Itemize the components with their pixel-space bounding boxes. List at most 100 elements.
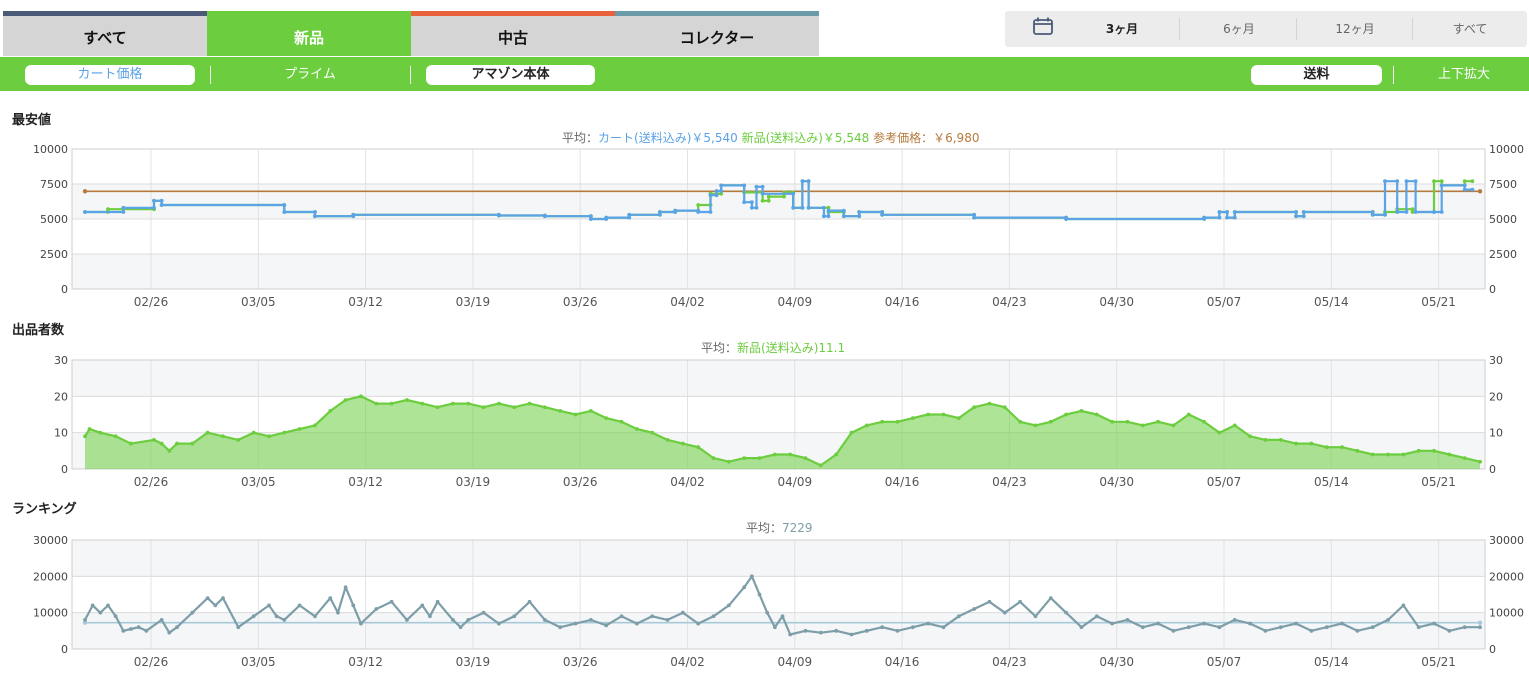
data-point [527, 599, 532, 604]
data-point [1383, 212, 1387, 217]
tab-used[interactable]: 中古 [411, 11, 615, 56]
tab-new[interactable]: 新品 [207, 11, 411, 56]
amazon-toggle[interactable]: アマゾン本体 [426, 65, 595, 85]
data-point [374, 607, 379, 611]
data-point [711, 614, 716, 619]
data-point [159, 198, 164, 203]
data-point [1140, 423, 1145, 428]
data-point [1395, 179, 1400, 184]
shipping-toggle[interactable]: 送料 [1251, 65, 1382, 85]
range-all[interactable]: すべて [1452, 22, 1488, 36]
x-tick-label: 04/23 [992, 655, 1027, 669]
data-point [849, 430, 854, 435]
data-point [328, 408, 333, 413]
x-tick-label: 04/02 [670, 295, 705, 309]
data-point [1370, 625, 1375, 630]
data-point [405, 398, 409, 402]
data-point [1432, 621, 1436, 626]
data-point [1404, 210, 1409, 214]
range-3-months[interactable]: 3ヶ月 [1105, 22, 1139, 36]
data-point [588, 618, 593, 622]
data-point [910, 416, 915, 421]
x-tick-label: 04/16 [885, 475, 920, 489]
x-tick-label: 03/19 [456, 655, 491, 669]
data-point [1447, 452, 1452, 457]
data-point [1355, 448, 1360, 453]
data-point [1462, 456, 1467, 460]
data-point [826, 205, 831, 210]
data-point [726, 459, 731, 464]
data-point [680, 441, 685, 446]
data-point [1413, 179, 1418, 184]
data-point [665, 618, 670, 622]
series-line [84, 575, 1480, 636]
data-point [1478, 459, 1482, 464]
plot-band [72, 540, 1485, 577]
range-6-months[interactable]: 6ヶ月 [1223, 22, 1255, 36]
data-point [274, 614, 279, 619]
data-point [650, 430, 655, 435]
data-point [1225, 215, 1229, 220]
tab-collector[interactable]: コレクター [615, 11, 819, 56]
data-point [765, 610, 770, 615]
series-area [85, 396, 1480, 469]
x-tick-label: 03/26 [563, 655, 598, 669]
data-point [1263, 438, 1268, 442]
data-point [760, 198, 765, 203]
data-point [1386, 452, 1390, 457]
sellers-average-legend: 平均：新品(送料込み)11.1 [701, 339, 845, 356]
x-tick-label: 05/14 [1314, 475, 1349, 489]
data-point [972, 405, 977, 410]
data-point [175, 441, 179, 446]
data-point [760, 191, 765, 196]
data-point [726, 603, 731, 608]
data-point [282, 618, 287, 622]
data-point [481, 405, 486, 410]
range-12-months[interactable]: 12ヶ月 [1335, 22, 1375, 36]
data-point [351, 603, 356, 608]
plot-band [72, 149, 1485, 184]
data-point [558, 408, 563, 413]
data-point [749, 574, 754, 579]
price-section-title: 最安値 [12, 113, 52, 128]
data-point [719, 183, 724, 188]
data-point [129, 441, 133, 446]
data-point [190, 610, 195, 615]
vertical-zoom-toggle[interactable]: 上下拡大 [1437, 67, 1490, 82]
prime-toggle[interactable]: プライム [284, 67, 336, 82]
data-point [1064, 610, 1069, 615]
data-point [926, 412, 931, 417]
filter-separator [210, 66, 211, 84]
data-point [588, 214, 593, 219]
y-tick-label-left: 2500 [40, 248, 68, 261]
data-point [619, 614, 624, 619]
data-point [627, 215, 632, 220]
data-point [328, 596, 333, 601]
data-point [1248, 621, 1252, 626]
data-point [152, 205, 156, 210]
filter-separator [1393, 66, 1394, 84]
data-point [627, 212, 632, 217]
x-tick-label: 03/12 [348, 295, 383, 309]
data-point [791, 205, 796, 210]
data-point [83, 434, 87, 439]
y-tick-label-left: 20000 [33, 570, 68, 583]
data-point [742, 585, 747, 590]
range-selector: 3ヶ月 6ヶ月 12ヶ月 すべて [1005, 11, 1527, 47]
data-point [800, 179, 805, 184]
data-point [818, 463, 823, 468]
data-point [359, 621, 363, 626]
tab-all[interactable]: すべて [3, 11, 207, 56]
x-tick-label: 03/05 [241, 655, 276, 669]
cart-price-toggle[interactable]: カート価格 [25, 65, 195, 85]
data-point [374, 401, 379, 406]
data-point [803, 456, 808, 460]
data-point [841, 214, 846, 219]
data-point [754, 184, 759, 189]
data-point [1248, 434, 1252, 439]
x-tick-label: 03/12 [348, 475, 383, 489]
data-point [788, 452, 793, 457]
data-point [680, 610, 685, 615]
data-point [588, 408, 593, 413]
data-point [1094, 412, 1099, 417]
